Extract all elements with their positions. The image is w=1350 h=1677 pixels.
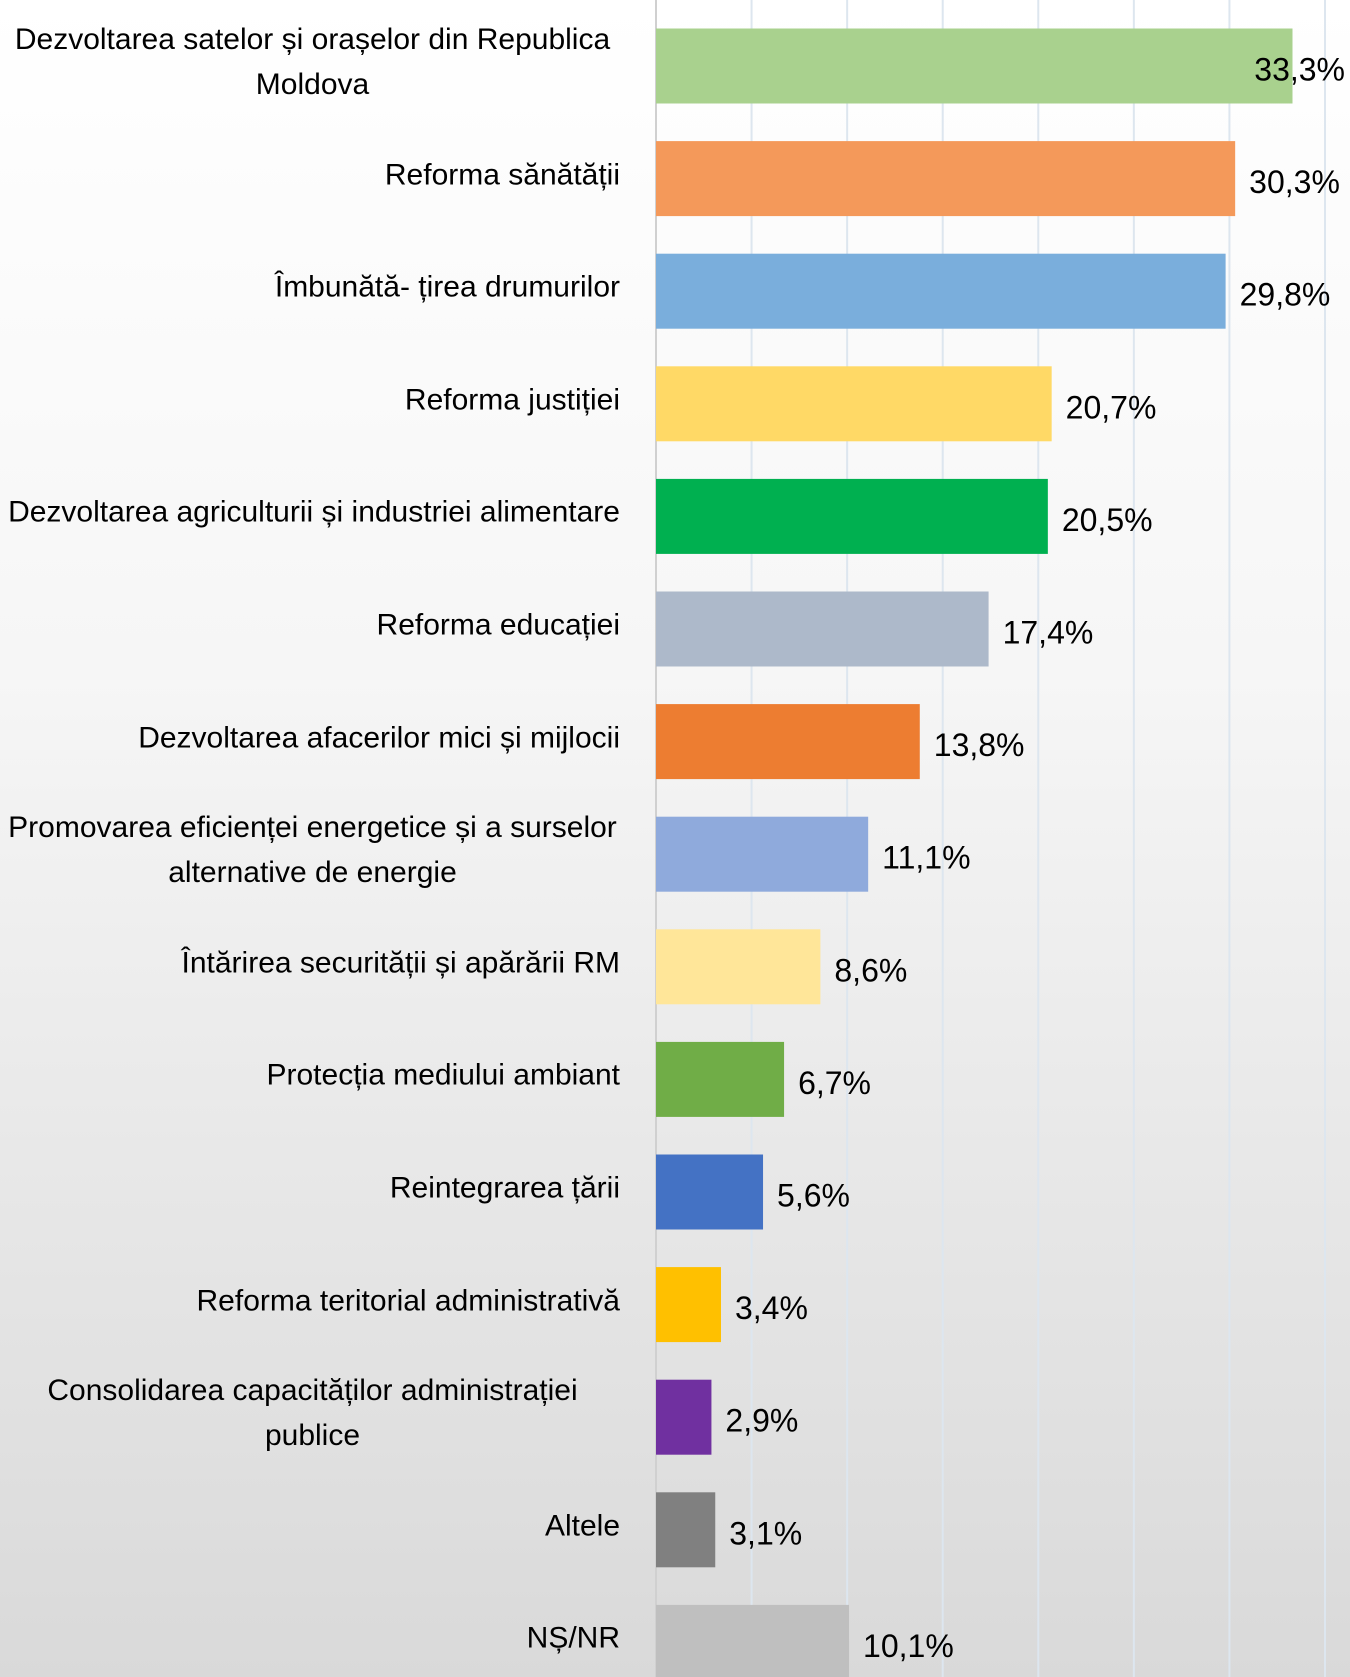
category-label: Întărirea securității și apărării RM [0,940,620,985]
category-text: Dezvoltarea satelor și orașelor din Repu… [14,23,611,101]
bar [656,141,1236,217]
bar [656,366,1052,442]
category-text: Dezvoltarea agriculturii și industriei a… [8,495,620,529]
bar [656,1267,721,1343]
bar [656,1604,850,1677]
category-text: NȘ/NR [526,1621,620,1655]
value-label: 13,8% [934,727,1025,763]
category-label: Altele [0,1503,620,1548]
value-label: 3,1% [729,1515,802,1551]
value-label: 29,8% [1240,277,1331,313]
bar [656,591,989,667]
category-label: Reforma sănătății [0,152,620,197]
category-label: Reforma teritorial administrativă [0,1278,620,1323]
category-text: Altele [544,1509,620,1543]
value-label: 30,3% [1249,164,1340,200]
bar [656,1041,785,1117]
value-label: 11,1% [882,840,970,876]
category-text: Consolidarea capacităților administrație… [47,1374,578,1453]
bar [656,253,1226,329]
category-label: Consolidarea capacităților administrație… [0,1368,620,1458]
bar [656,704,920,780]
category-text: Reintegrarea țării [389,1171,620,1205]
category-text: Promovarea eficienței energetice și a su… [8,811,617,890]
value-label: 17,4% [1003,614,1094,650]
category-label: Dezvoltarea afacerilor mici și mijlocii [0,715,620,760]
category-label: Promovarea eficienței energetice și a su… [0,805,620,895]
category-label: Reforma educației [0,603,620,648]
category-label: Dezvoltarea agriculturii și industriei a… [0,490,620,535]
category-text: Îmbunătă- țirea drumurilor [274,270,620,304]
value-label: 5,6% [777,1177,850,1213]
bar [656,1379,712,1455]
category-text: Reforma educației [376,608,620,642]
value-label: 6,7% [798,1065,871,1101]
category-text: Reforma sănătății [384,158,620,192]
bar [656,929,821,1005]
bar [656,1492,716,1568]
value-label: 8,6% [834,952,907,988]
bar [656,1154,764,1230]
category-label: Protecția mediului ambiant [0,1053,620,1098]
category-text: Reforma justiției [404,383,620,417]
category-label: Îmbunătă- țirea drumurilor [0,265,620,310]
category-text: Protecția mediului ambiant [266,1058,620,1092]
category-text: Întărirea securității și apărării RM [181,946,620,980]
value-label: 10,1% [863,1628,954,1664]
category-label: Dezvoltarea satelor și orașelor din Repu… [0,17,620,107]
value-label: 20,7% [1066,389,1157,425]
category-label: Reforma justiției [0,377,620,422]
bar [656,28,1293,104]
category-label: Reintegrarea țării [0,1166,620,1211]
category-text: Dezvoltarea afacerilor mici și mijlocii [138,721,620,755]
value-label: 20,5% [1062,502,1153,538]
value-label: 3,4% [735,1290,808,1326]
bar [656,478,1048,554]
bar [656,816,869,892]
category-label: NȘ/NR [0,1616,620,1661]
category-text: Reforma teritorial administrativă [196,1284,620,1318]
value-label: 33,3% [1254,51,1345,87]
value-label: 2,9% [725,1403,798,1439]
